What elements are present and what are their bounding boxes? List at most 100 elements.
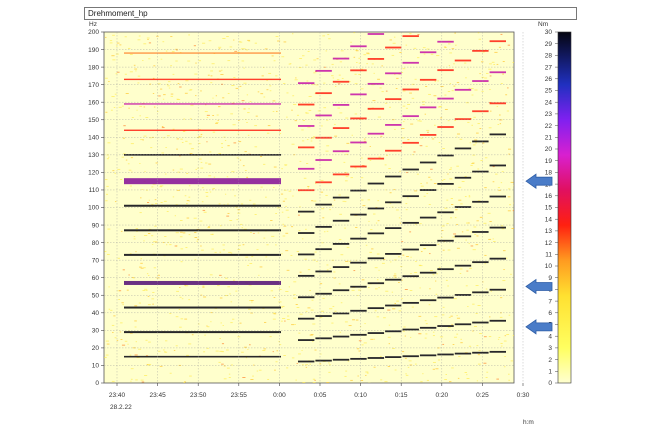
harmonic-step [402,61,419,64]
harmonic-step [419,326,437,329]
speckle [471,124,473,126]
colorbar-tick-label: 4 [548,333,552,340]
speckle [144,288,148,290]
speckle [321,242,324,244]
speckle [489,316,491,318]
harmonic-step [385,124,402,126]
speckle [249,344,251,346]
speckle [373,338,376,340]
speckle [401,298,403,300]
speckle [465,239,467,241]
harmonic-step [315,359,332,362]
speckle [198,135,200,137]
speckle [228,251,232,253]
speckle [127,163,130,165]
speckle [472,303,475,305]
colorbar-tick-label: 15 [545,205,553,212]
speckle [244,346,247,348]
y-tick-label: 10 [92,363,100,370]
speckle [412,154,414,156]
colorbar-tick-label: 22 [545,123,553,130]
speckle [247,134,250,136]
speckle [468,196,471,198]
speckle [168,87,171,89]
speckle [146,37,150,39]
speckle [353,56,356,58]
speckle [379,355,382,357]
speckle [299,206,301,208]
speckle [396,300,399,302]
speckle [458,199,462,201]
harmonic-step [454,235,472,238]
speckle [367,53,370,55]
speckle [291,357,295,359]
speckle [295,304,298,305]
speckle [376,253,380,255]
speckle [139,115,141,117]
grid-lines [104,32,524,383]
speckle [399,170,401,172]
harmonic-step [367,257,385,260]
speckle [138,35,141,37]
speckle [446,223,449,225]
speckle [437,106,442,108]
speckle [195,168,197,170]
speckle [177,83,180,85]
speckle [169,372,172,374]
speckle [302,55,305,57]
speckle [358,57,361,59]
speckle [141,189,143,190]
speckle [221,343,225,345]
speckle [317,110,321,112]
speckle [344,180,348,182]
speckle [222,325,224,326]
speckle [210,233,214,235]
speckle [202,42,206,44]
speckle [401,351,405,353]
speckle [179,168,183,170]
speckle [232,189,234,191]
speckle [170,93,174,95]
speckle [130,380,132,382]
speckle [311,84,315,86]
speckle [237,133,239,135]
speckle [185,285,189,287]
speckle [401,137,405,139]
speckle [114,337,117,339]
speckle [222,97,225,99]
speckle [219,350,223,352]
speckle [156,277,160,279]
speckle [459,268,463,270]
speckle [385,189,387,191]
speckle [179,287,181,288]
colorbar-tick-label: 0 [548,380,552,387]
speckle [472,249,476,251]
harmonic-step [385,201,402,204]
speckle [183,382,186,383]
speckle [501,171,504,173]
speckle [485,288,488,290]
y-tick-label: 80 [92,240,100,247]
speckle [508,379,510,381]
speckle [125,93,129,94]
speckle [355,319,359,321]
speckle [226,215,230,217]
speckle [185,80,189,82]
speckle [169,313,172,314]
speckle [444,46,447,48]
speckle [105,340,109,342]
speckle [281,211,284,213]
speckle [506,110,510,112]
speckle [327,34,330,36]
harmonic-step [385,98,402,101]
speckle [286,116,288,118]
speckle [474,89,478,91]
speckle [467,68,469,70]
speckle [351,289,355,291]
speckle [121,344,126,346]
speckle [474,139,478,141]
speckle [314,183,317,185]
speckle [461,231,464,233]
speckle [176,49,178,51]
speckle [477,200,481,202]
